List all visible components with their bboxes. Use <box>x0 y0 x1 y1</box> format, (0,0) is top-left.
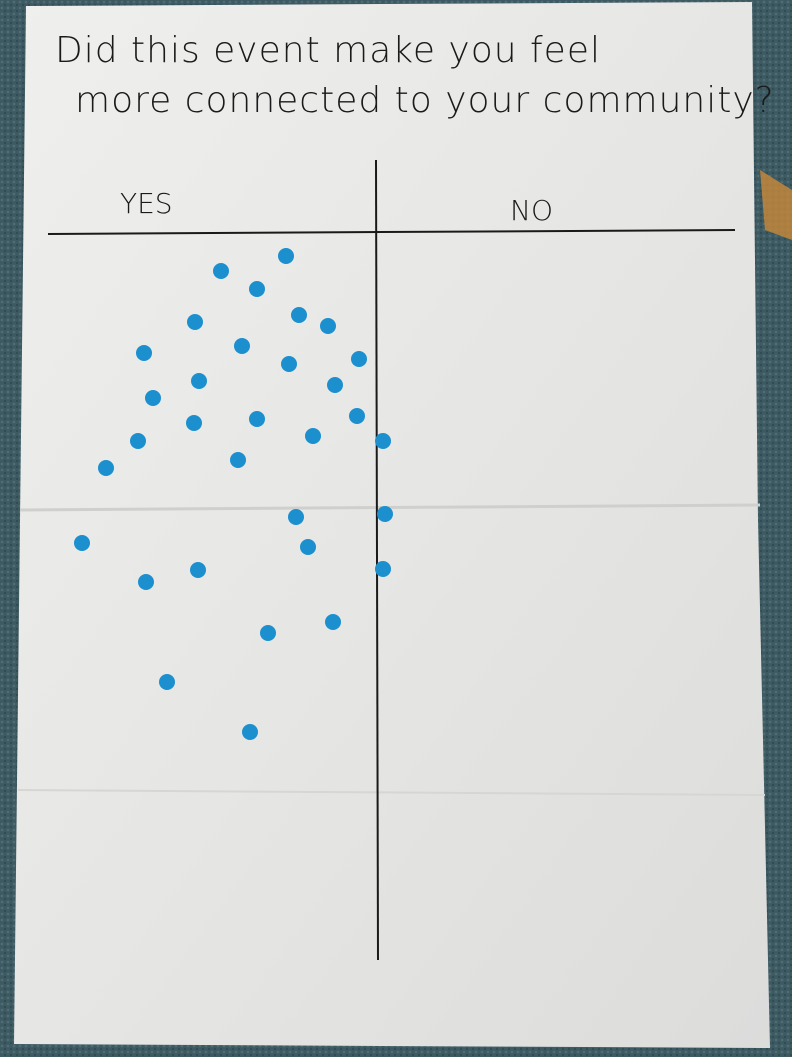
dot <box>74 535 90 551</box>
dot <box>260 625 276 641</box>
dot <box>159 674 175 690</box>
dot <box>213 263 229 279</box>
dot <box>186 415 202 431</box>
photo: Did this event make you feel more connec… <box>0 0 792 1057</box>
dot <box>281 356 297 372</box>
dot <box>249 411 265 427</box>
dot <box>230 452 246 468</box>
dot <box>130 433 146 449</box>
poster-paper <box>14 2 770 1048</box>
dot <box>242 724 258 740</box>
dot <box>234 338 250 354</box>
question-line: Did this event make you feel <box>55 30 601 71</box>
dot <box>291 307 307 323</box>
dot <box>320 318 336 334</box>
dot <box>305 428 321 444</box>
dot <box>377 506 393 522</box>
dot <box>136 345 152 361</box>
dot <box>98 460 114 476</box>
page: Did this event make you feel more connec… <box>0 0 792 1057</box>
dot <box>325 614 341 630</box>
dot <box>278 248 294 264</box>
dot <box>191 373 207 389</box>
dot <box>349 408 365 424</box>
question-line: more connected to your community? <box>75 80 775 121</box>
dot <box>327 377 343 393</box>
column-header: NO <box>510 194 553 227</box>
dot <box>351 351 367 367</box>
dot <box>375 561 391 577</box>
dot <box>249 281 265 297</box>
dot <box>145 390 161 406</box>
dot <box>190 562 206 578</box>
dot <box>138 574 154 590</box>
dot <box>300 539 316 555</box>
column-header: YES <box>120 187 173 220</box>
dot <box>375 433 391 449</box>
dot <box>187 314 203 330</box>
dot <box>288 509 304 525</box>
